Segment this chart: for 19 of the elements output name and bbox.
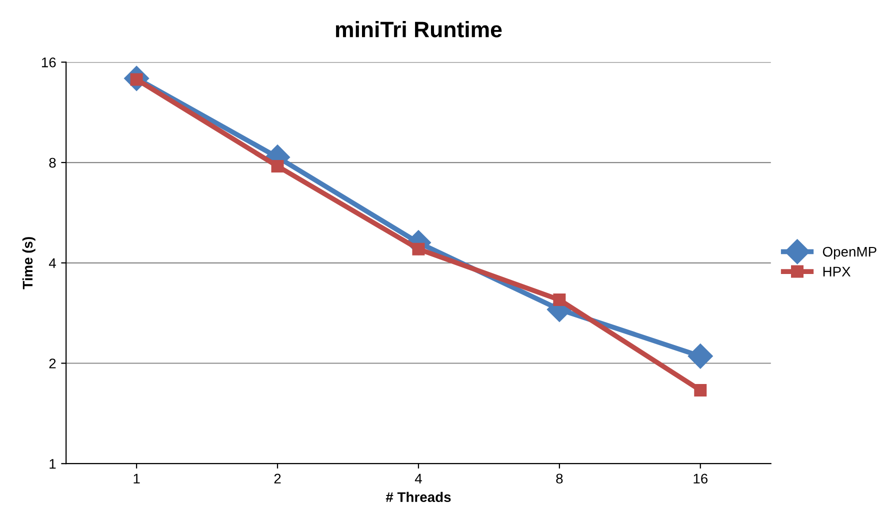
y-tick-label: 8 bbox=[49, 158, 56, 168]
legend-label: HPX bbox=[823, 266, 851, 276]
point bbox=[271, 160, 284, 172]
point bbox=[688, 344, 713, 369]
legend-label: OpenMP bbox=[822, 246, 876, 260]
x-tick-label: 1 bbox=[134, 474, 140, 484]
y-tick-label: 16 bbox=[42, 57, 56, 68]
chart-title: miniTri Runtime bbox=[336, 21, 502, 38]
x-axis-title: # Threads bbox=[386, 492, 451, 502]
y-tick-label: 1 bbox=[50, 459, 56, 469]
x-tick-label: 16 bbox=[694, 474, 708, 484]
y-tick-label: 2 bbox=[49, 358, 56, 368]
y-tick-label: 4 bbox=[48, 258, 56, 268]
x-tick-label: 4 bbox=[414, 474, 422, 484]
point bbox=[553, 294, 566, 306]
x-tick-label: 8 bbox=[556, 474, 563, 484]
y-axis-title: Time (s) bbox=[22, 237, 36, 290]
x-tick-label: 2 bbox=[274, 474, 281, 484]
point bbox=[694, 384, 707, 396]
